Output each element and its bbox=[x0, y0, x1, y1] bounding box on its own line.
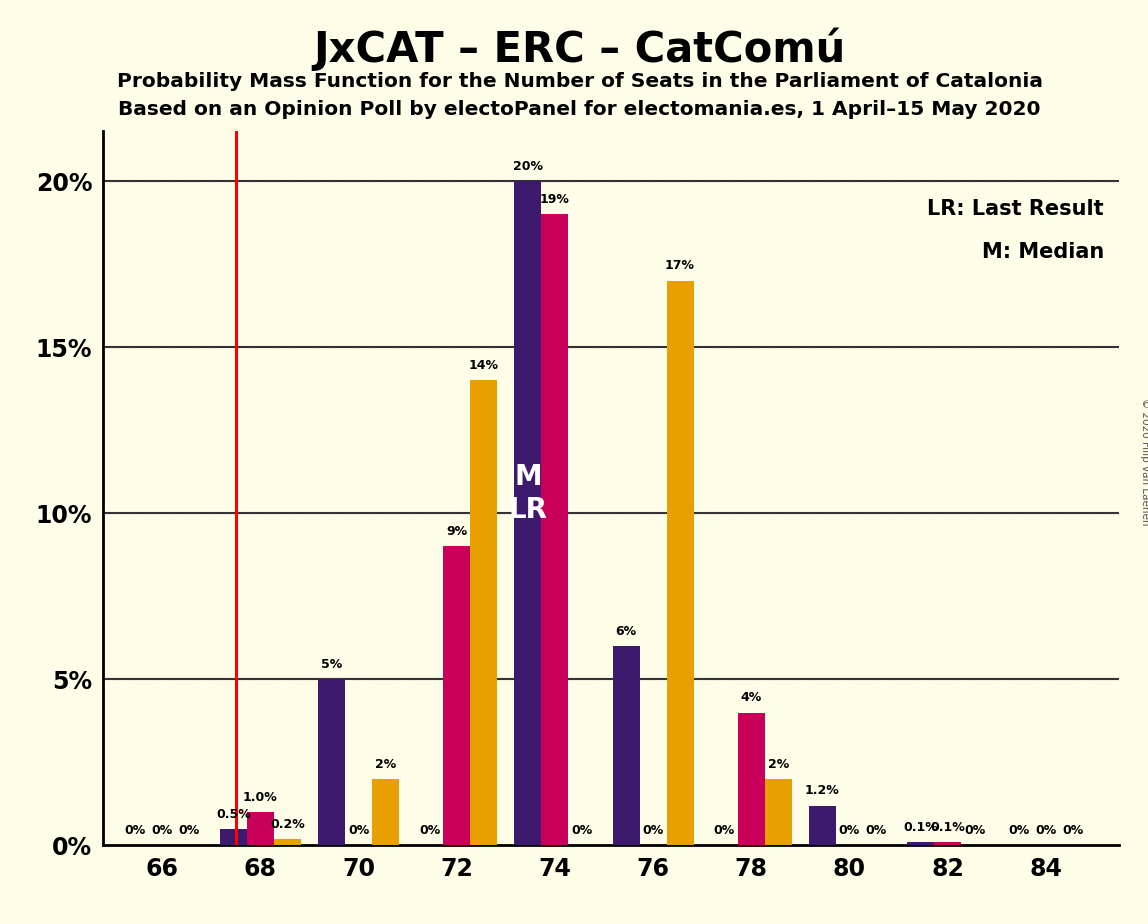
Text: LR: Last Result: LR: Last Result bbox=[928, 199, 1104, 219]
Text: 0%: 0% bbox=[643, 824, 664, 837]
Text: 0.5%: 0.5% bbox=[216, 808, 250, 821]
Text: 9%: 9% bbox=[447, 525, 467, 538]
Text: M: Median: M: Median bbox=[982, 242, 1104, 261]
Text: 2%: 2% bbox=[375, 758, 396, 771]
Text: 0%: 0% bbox=[125, 824, 146, 837]
Text: 0%: 0% bbox=[1062, 824, 1084, 837]
Bar bbox=[443, 546, 471, 845]
Text: 0%: 0% bbox=[572, 824, 592, 837]
Text: 0%: 0% bbox=[152, 824, 173, 837]
Text: 17%: 17% bbox=[665, 260, 695, 273]
Text: 5%: 5% bbox=[321, 658, 342, 671]
Text: 0%: 0% bbox=[419, 824, 441, 837]
Text: 2%: 2% bbox=[768, 758, 789, 771]
Text: Based on an Opinion Poll by electoPanel for electomania.es, 1 April–15 May 2020: Based on an Opinion Poll by electoPanel … bbox=[118, 100, 1041, 119]
Text: 1.0%: 1.0% bbox=[243, 791, 278, 804]
Bar bbox=[542, 214, 568, 845]
Text: 20%: 20% bbox=[513, 160, 543, 173]
Text: 0.2%: 0.2% bbox=[270, 818, 304, 831]
Bar bbox=[372, 779, 400, 845]
Text: 0%: 0% bbox=[179, 824, 200, 837]
Text: JxCAT – ERC – CatComú: JxCAT – ERC – CatComú bbox=[313, 28, 846, 71]
Text: 0%: 0% bbox=[1035, 824, 1056, 837]
Text: M
LR: M LR bbox=[509, 463, 548, 524]
Text: 0%: 0% bbox=[866, 824, 887, 837]
Text: 19%: 19% bbox=[540, 193, 569, 206]
Text: 0.1%: 0.1% bbox=[930, 821, 964, 833]
Text: © 2020 Filip van Laenen: © 2020 Filip van Laenen bbox=[1140, 398, 1148, 526]
Bar bbox=[274, 839, 301, 845]
Text: 0%: 0% bbox=[714, 824, 735, 837]
Text: 4%: 4% bbox=[740, 691, 762, 704]
Bar bbox=[667, 281, 693, 845]
Text: 0%: 0% bbox=[1008, 824, 1030, 837]
Bar bbox=[318, 679, 346, 845]
Bar bbox=[907, 842, 934, 845]
Bar bbox=[247, 812, 274, 845]
Bar bbox=[738, 712, 765, 845]
Bar bbox=[809, 806, 836, 845]
Text: Probability Mass Function for the Number of Seats in the Parliament of Catalonia: Probability Mass Function for the Number… bbox=[117, 72, 1042, 91]
Text: 6%: 6% bbox=[615, 625, 637, 638]
Text: 0%: 0% bbox=[348, 824, 370, 837]
Bar bbox=[613, 646, 639, 845]
Text: 0%: 0% bbox=[964, 824, 985, 837]
Text: 1.2%: 1.2% bbox=[805, 784, 839, 797]
Bar bbox=[220, 829, 247, 845]
Bar bbox=[514, 181, 542, 845]
Text: 0.1%: 0.1% bbox=[903, 821, 938, 833]
Text: 0%: 0% bbox=[839, 824, 860, 837]
Bar bbox=[934, 842, 961, 845]
Bar bbox=[765, 779, 792, 845]
Bar bbox=[471, 381, 497, 845]
Text: 14%: 14% bbox=[468, 359, 498, 372]
